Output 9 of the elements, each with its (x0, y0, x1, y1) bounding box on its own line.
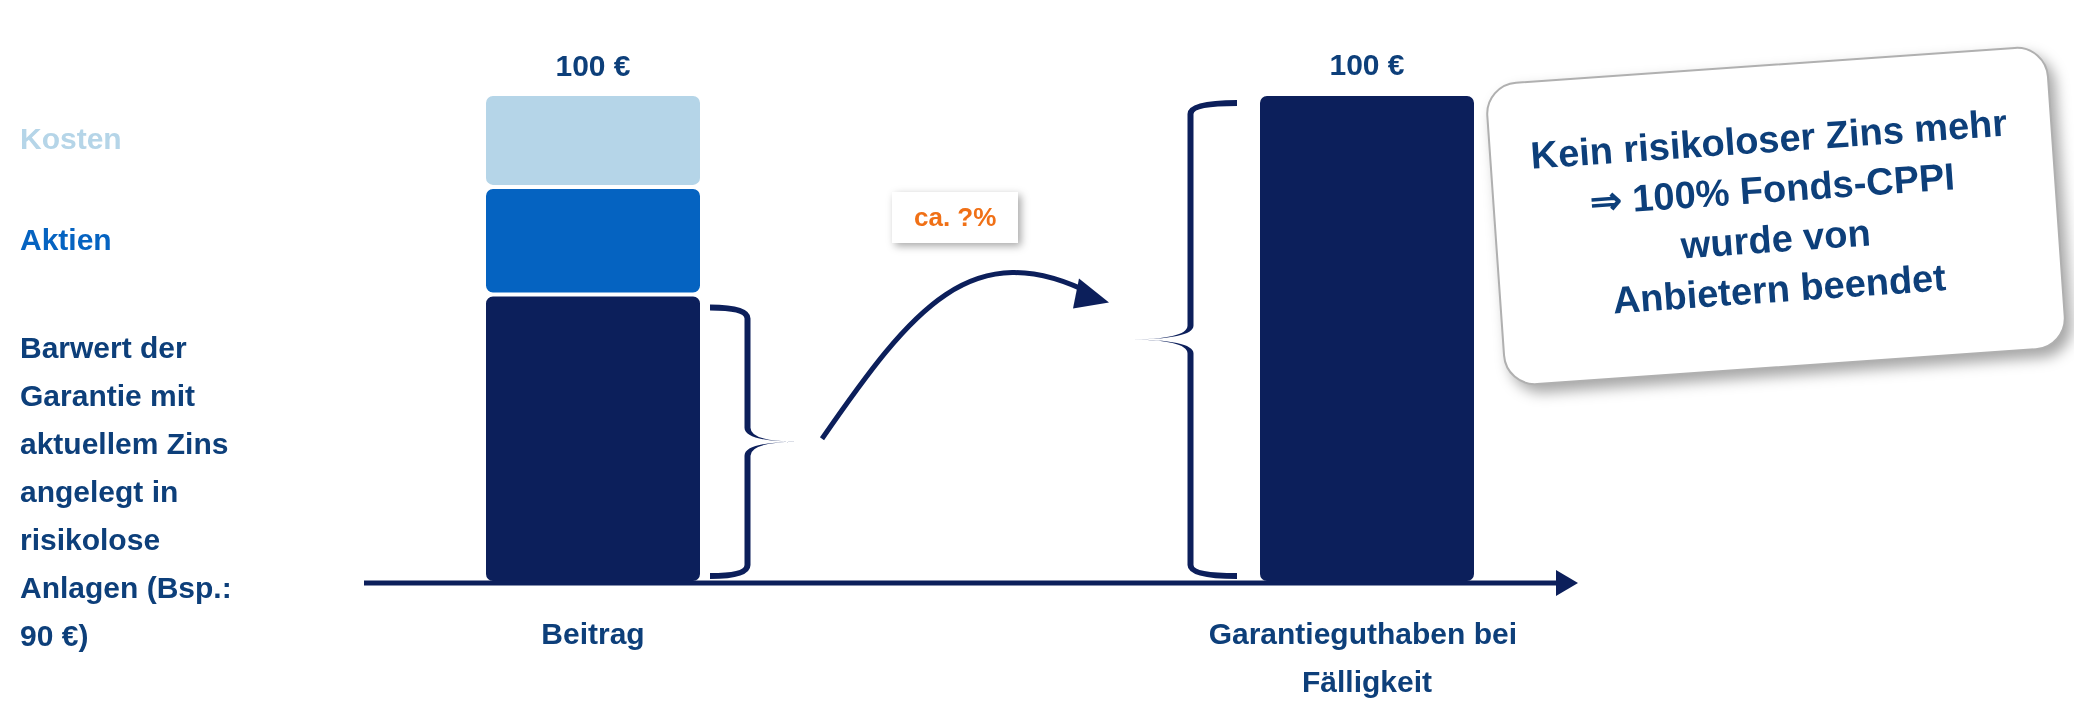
x-tick-label: Beitrag (541, 616, 645, 650)
annotation: Kein risikoloser Zins mehr ⇒ 100% Fonds-CPPI wurde von Anbietern beendet (1528, 100, 2010, 324)
annotation: ca. ?% (892, 192, 1019, 243)
total-label: 100 € (1329, 47, 1405, 81)
text: Kosten (20, 121, 123, 158)
text: Barwert der Garantie mit aktuellem Zins angelegt in risikolose Anlagen (Bsp.: 90 €) (20, 330, 233, 655)
total-label: 100 € (555, 48, 631, 82)
x-tick-label: Garantieguthaben bei Fälligkeit (1208, 616, 1526, 698)
text: Aktien (20, 221, 113, 258)
